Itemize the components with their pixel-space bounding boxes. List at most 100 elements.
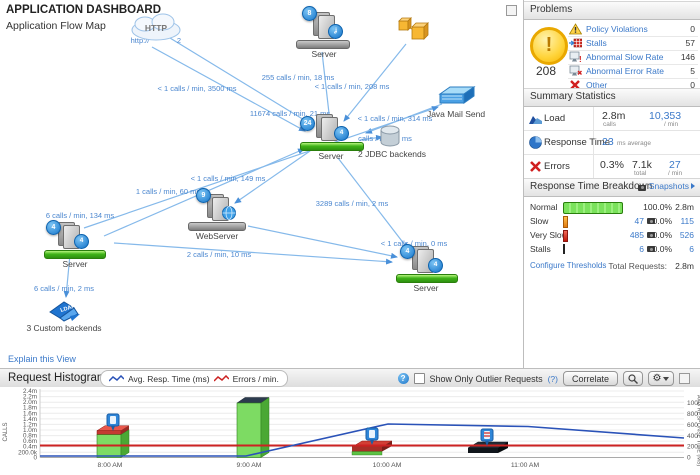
svg-text:0.6m: 0.6m — [23, 438, 37, 445]
response-time-icon — [529, 136, 542, 149]
node-http[interactable]: HTTP — [130, 12, 182, 47]
load-value: 2.8m — [602, 110, 626, 122]
node-java-mail-send[interactable]: Java Mail Send — [427, 84, 485, 119]
problems-header-label: Problems — [530, 4, 573, 15]
problem-label[interactable]: Abnormal Slow Rate — [586, 52, 664, 62]
problems-body: ! 208 Policy Violations 0 — [524, 20, 700, 90]
svg-text:1.8m: 1.8m — [23, 405, 37, 412]
breakdown-pct: 0.0% — [652, 244, 672, 254]
camera-icon — [647, 218, 655, 224]
svg-text:2.0m: 2.0m — [23, 399, 37, 406]
chevron-down-icon — [663, 376, 670, 381]
breakdown-total-link[interactable]: 6 — [689, 244, 694, 254]
snapshot-pin-8am[interactable] — [106, 413, 120, 431]
summary-statistics-label: Summary Statistics — [530, 91, 616, 102]
node-custom-backends[interactable]: LDAP 3 Custom backends — [26, 300, 102, 333]
breakdown-total-link[interactable]: 526 — [679, 230, 694, 240]
bar-9am[interactable] — [236, 397, 270, 458]
breakdown-total-link[interactable]: 115 — [680, 216, 694, 226]
total-requests-value: 2.8m — [675, 261, 694, 271]
collapse-panel-icon[interactable] — [506, 5, 517, 16]
node-label: 2 JDBC backends — [357, 149, 427, 159]
edge-label: 1 calls / min, 60 ms — [135, 187, 201, 196]
edge-label: < 1 calls / min, 208 ms — [314, 82, 390, 91]
expand-panel-icon[interactable] — [679, 373, 690, 384]
explain-this-view-link[interactable]: Explain this View — [8, 354, 76, 364]
response-time-label: Response Time — [544, 137, 611, 148]
node-jdbc-backends[interactable]: 2 JDBC backends — [358, 124, 426, 159]
errors-rate-link[interactable]: 27 — [669, 159, 681, 171]
help-icon[interactable]: ? — [397, 373, 409, 384]
breakdown-count-link[interactable]: 47 — [634, 216, 644, 226]
correlate-button[interactable]: Correlate — [562, 371, 618, 386]
svg-text:9:00 AM: 9:00 AM — [237, 462, 262, 469]
edge-label: 11674 calls / min, 21 ms — [249, 109, 331, 118]
total-requests-label: Total Requests: — [608, 261, 667, 271]
node-label: WebServer — [195, 231, 239, 241]
settings-button[interactable]: ⚙ — [648, 371, 674, 386]
node-message-queue[interactable] — [396, 16, 438, 51]
load-icon — [529, 116, 542, 124]
breakdown-label: Stalls — [530, 244, 551, 254]
show-only-outlier-requests-checkbox[interactable] — [413, 373, 425, 384]
errors-label: Errors — [544, 161, 570, 172]
cloud-icon: HTTP — [131, 13, 181, 41]
problem-row[interactable]: Abnormal Error Rate 5 — [568, 64, 698, 79]
problem-label[interactable]: Stalls — [586, 38, 607, 48]
svg-text:0: 0 — [33, 455, 37, 462]
ldap-icon: LDAP — [49, 301, 80, 322]
alert-icon: ! — [530, 27, 568, 65]
outlier-help-link[interactable]: (?) — [547, 373, 558, 384]
normal-bar — [563, 202, 623, 214]
svg-text:11:00 AM: 11:00 AM — [511, 462, 540, 469]
breakdown-row-normal: Normal 100.0% 2.8m — [524, 201, 700, 215]
snapshots-link[interactable]: Snapshots — [638, 181, 695, 191]
chart-legend: Avg. Resp. Time (ms) Errors / min. — [100, 370, 288, 387]
x-axis-ticks: 8:00 AM 9:00 AM 10:00 AM 11:00 AM — [98, 462, 540, 469]
problem-value: 57 — [685, 38, 695, 48]
problem-row[interactable]: ! Abnormal Slow Rate 146 — [568, 50, 698, 65]
svg-text:600: 600 — [687, 422, 698, 429]
node-label: Server — [413, 283, 439, 293]
show-only-outlier-requests-label: Show Only Outlier Requests — [429, 373, 543, 384]
problem-label[interactable]: Other — [586, 80, 608, 90]
server-platform-icon — [188, 222, 246, 231]
node-label: Server — [311, 49, 337, 59]
java-badge-icon: 4 — [334, 126, 349, 141]
breakdown-count-link[interactable]: 6 — [639, 244, 644, 254]
search-button[interactable] — [623, 371, 643, 386]
problem-row[interactable]: Stalls 57 — [568, 36, 698, 51]
node-badge: 8 — [302, 6, 317, 21]
edge-label: 6 calls / min, 2 ms — [33, 284, 95, 293]
mail-icon — [438, 86, 476, 104]
response-time-value[interactable]: 23 — [602, 136, 614, 148]
node-label: Server — [62, 259, 88, 269]
globe-icon — [222, 206, 236, 220]
server-platform-icon — [44, 250, 106, 259]
problem-label[interactable]: Policy Violations — [586, 24, 648, 34]
breakdown-count-link[interactable]: 485 — [629, 230, 644, 240]
svg-text:1000: 1000 — [687, 400, 700, 407]
configure-thresholds-link[interactable]: Configure Thresholds — [530, 261, 607, 270]
toolbar-controls: ? Show Only Outlier Requests (?) Correla… — [397, 371, 690, 386]
snapshot-pin-11am[interactable] — [480, 428, 494, 446]
load-label: Load — [544, 113, 566, 124]
breakdown-row-slow: Slow 47 0.0% 115 — [524, 215, 700, 229]
node-badge: 9 — [196, 188, 211, 203]
problem-label[interactable]: Abnormal Error Rate — [586, 66, 664, 76]
load-rate-link[interactable]: 10,353 — [649, 110, 682, 122]
load-rate-unit: / min — [664, 121, 679, 128]
edge-label: < 1 calls / min, 0 ms — [380, 239, 448, 248]
node-label: Java Mail Send — [426, 109, 486, 119]
snapshots-label[interactable]: Snapshots — [648, 181, 689, 191]
response-time-breakdown-header: Response Time Breakdown Snapshots — [524, 178, 700, 197]
problem-row[interactable]: Policy Violations 0 — [568, 22, 698, 37]
breakdown-label: Normal — [530, 202, 558, 212]
errors-total-unit: total — [634, 170, 647, 177]
svg-text:10:00 AM: 10:00 AM — [373, 462, 402, 469]
snapshot-pin-10am[interactable] — [365, 427, 379, 445]
camera-icon — [647, 232, 655, 238]
bar-11am[interactable] — [467, 441, 509, 453]
policy-violations-icon — [569, 23, 582, 35]
avg-resp-line-icon — [109, 374, 124, 382]
